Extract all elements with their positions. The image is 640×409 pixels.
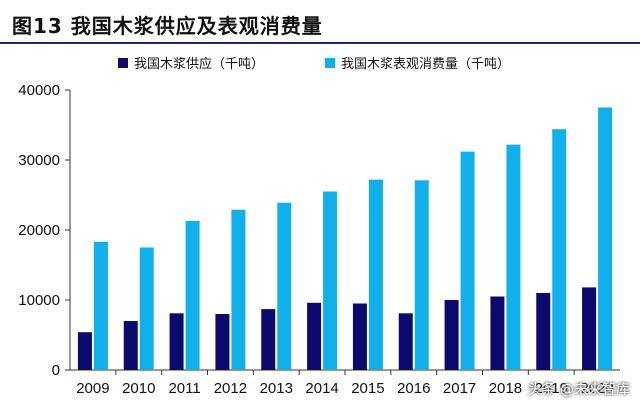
bar-consumption-2013 xyxy=(277,202,292,370)
bar-consumption-2020 xyxy=(598,107,613,370)
x-tick-label: 2019 xyxy=(535,380,568,397)
legend-swatch xyxy=(118,58,128,68)
legend-label: 我国木浆表观消费量（千吨） xyxy=(341,56,510,71)
bars xyxy=(77,107,613,370)
y-tick-label: 20000 xyxy=(18,222,60,239)
bar-supply-2014 xyxy=(307,302,322,370)
bar-consumption-2011 xyxy=(185,220,200,370)
y-tick-label: 30000 xyxy=(18,152,60,169)
bar-consumption-2015 xyxy=(368,179,383,370)
chart-area: 我国木浆供应（千吨） 我国木浆表观消费量（千吨） 2009 2010 2011 2012… xyxy=(0,44,640,405)
bar-supply-2012 xyxy=(215,314,230,370)
bar-chart: 我国木浆供应（千吨） 我国木浆表观消费量（千吨） 2009 2010 2011 2012… xyxy=(18,56,620,397)
bar-consumption-2016 xyxy=(414,180,429,370)
title-bar: 图13 我国木浆供应及表观消费量 xyxy=(0,0,640,44)
watermark: 头条 @未来智库 xyxy=(527,382,630,398)
x-tick-label: 2016 xyxy=(397,380,430,397)
bar-consumption-2009 xyxy=(93,241,108,370)
bar-supply-2019 xyxy=(536,293,551,370)
bar-consumption-2014 xyxy=(323,191,338,370)
bar-supply-2013 xyxy=(261,309,276,370)
bar-supply-2010 xyxy=(123,321,138,370)
y-tick-label: 40000 xyxy=(18,82,60,99)
x-tick-label: 2015 xyxy=(351,380,384,397)
bar-consumption-2019 xyxy=(552,129,567,370)
x-tick-label: 2013 xyxy=(260,380,293,397)
legend-label: 我国木浆供应（千吨） xyxy=(134,56,264,71)
bar-consumption-2017 xyxy=(460,151,475,370)
bar-supply-2020 xyxy=(582,287,597,370)
x-tick-label: 2012 xyxy=(214,380,247,397)
x-tick-label: 2018 xyxy=(489,380,522,397)
y-tick-labels: 0 10000 20000 30000 40000 xyxy=(18,82,60,379)
bar-supply-2011 xyxy=(169,313,184,370)
x-tick-labels: 2009 2010 2011 2012 2013 2014 2015 2016 2017 2018… xyxy=(76,380,614,397)
bar-supply-2009 xyxy=(77,332,92,370)
legend: 我国木浆供应（千吨） 我国木浆表观消费量（千吨） xyxy=(118,56,510,71)
y-tick-label: 0 xyxy=(52,362,60,379)
chart-title: 图13 我国木浆供应及表观消费量 xyxy=(12,14,323,38)
bar-consumption-2012 xyxy=(231,209,246,370)
axes xyxy=(65,89,620,375)
x-tick-label: 2010 xyxy=(122,380,155,397)
x-tick-label: 2011 xyxy=(168,380,200,397)
x-tick-label: 2014 xyxy=(305,380,338,397)
x-tick-label: 2009 xyxy=(76,380,109,397)
bar-consumption-2010 xyxy=(139,247,154,370)
bar-supply-2017 xyxy=(444,300,459,370)
bar-supply-2016 xyxy=(398,313,413,370)
x-tick-label: 2017 xyxy=(443,380,476,397)
bar-supply-2015 xyxy=(352,303,367,370)
y-tick-label: 10000 xyxy=(18,292,60,309)
legend-swatch xyxy=(325,58,335,68)
x-tick-label: 2020 xyxy=(580,380,613,397)
bar-consumption-2018 xyxy=(506,144,521,370)
bar-supply-2018 xyxy=(490,296,505,370)
